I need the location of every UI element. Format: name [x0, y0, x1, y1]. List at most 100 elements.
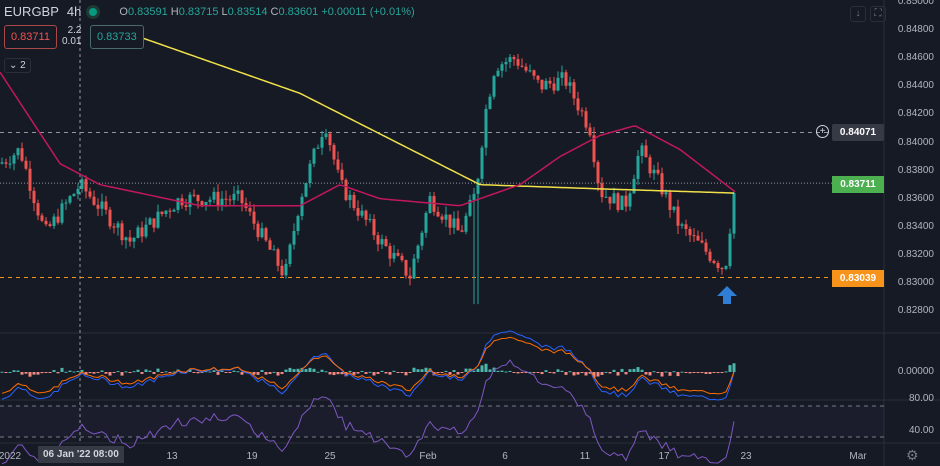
candle-body	[100, 201, 104, 209]
time-tick: Mar	[849, 451, 867, 462]
candle-body	[568, 82, 572, 86]
candle-body	[348, 194, 352, 201]
candle-body	[184, 205, 188, 207]
macd-histogram-bar	[732, 363, 736, 372]
macd-histogram-bar	[16, 370, 20, 372]
macd-histogram-bar	[328, 372, 332, 375]
add-alert-icon[interactable]: +	[816, 125, 829, 138]
ma1-value-box[interactable]: 0.83711	[4, 25, 57, 49]
candle-body	[720, 268, 724, 270]
alert-line-tag[interactable]: 0.84071	[832, 124, 884, 141]
macd-histogram-bar	[308, 367, 312, 372]
macd-histogram-bar	[404, 372, 408, 376]
macd-histogram-bar	[76, 370, 80, 372]
macd-histogram-bar	[516, 372, 520, 374]
macd-histogram-bar	[444, 370, 448, 372]
candle-body	[408, 275, 412, 279]
candle-body	[572, 82, 576, 99]
candle-body	[724, 265, 728, 269]
scroll-down-icon[interactable]: ↓	[850, 6, 866, 22]
candle-body	[40, 215, 44, 221]
macd-histogram-bar	[216, 372, 220, 375]
macd-histogram-bar	[484, 363, 488, 372]
macd-histogram-bar	[440, 372, 444, 373]
time-tick: Feb	[419, 451, 437, 462]
macd-histogram-bar	[232, 370, 236, 372]
candle-body	[464, 215, 468, 232]
candle-body	[436, 211, 440, 217]
interval[interactable]: 4h	[66, 4, 82, 19]
price-tick: 0.83600	[897, 192, 934, 204]
macd-histogram-bar	[272, 371, 276, 373]
ma-slow-line	[139, 36, 735, 194]
macd-histogram-bar	[208, 371, 212, 373]
macd-histogram-bar	[120, 372, 124, 376]
candle-body	[36, 203, 40, 216]
candle-body	[60, 203, 64, 223]
macd-histogram-bar	[696, 372, 700, 374]
macd-histogram-bar	[252, 372, 256, 375]
macd-histogram-bar	[424, 367, 428, 372]
macd-histogram-bar	[152, 372, 156, 374]
time-tick: 6	[502, 451, 508, 462]
macd-histogram-bar	[280, 372, 284, 375]
macd-histogram-bar	[604, 371, 608, 373]
macd-histogram-bar	[452, 370, 456, 372]
price-tick: 0.83400	[897, 220, 934, 232]
candle-body	[304, 183, 308, 197]
candle-body	[552, 83, 556, 91]
candle-body	[144, 224, 148, 237]
macd-histogram-bar	[188, 369, 192, 372]
chart-legend: EURGBP 4h O0.83591 H0.83715 L0.83514 C0.…	[4, 4, 415, 19]
macd-histogram-bar	[0, 371, 4, 373]
macd-histogram-bar	[40, 372, 44, 374]
candle-body	[168, 210, 172, 212]
macd-histogram-bar	[584, 372, 588, 376]
price-tick: 0.84600	[897, 52, 934, 64]
settings-gear-icon[interactable]: ⚙	[906, 447, 919, 463]
candle-body	[240, 190, 244, 204]
candle-body	[692, 235, 696, 237]
time-tick: 17	[658, 451, 670, 462]
candle-body	[204, 202, 208, 206]
symbol[interactable]: EURGBP	[4, 4, 59, 19]
candle-body	[360, 210, 364, 216]
macd-histogram-bar	[412, 367, 416, 372]
candle-body	[320, 136, 324, 148]
macd-histogram-bar	[480, 365, 484, 372]
macd-histogram-bar	[276, 372, 280, 376]
signal-line	[1, 336, 735, 395]
candle-body	[64, 202, 68, 204]
macd-histogram-bar	[316, 371, 320, 373]
candle-body	[484, 108, 488, 148]
maximize-icon[interactable]: ⛶	[870, 6, 886, 22]
price-tick: 0.84200	[897, 108, 934, 120]
macd-histogram-bar	[396, 372, 400, 373]
macd-histogram-bar	[432, 372, 436, 376]
candle-body	[556, 77, 560, 91]
macd-histogram-bar	[456, 372, 460, 375]
macd-histogram-bar	[636, 367, 640, 372]
time-tick: 19	[246, 451, 258, 462]
candle-body	[688, 228, 692, 236]
collapse-indicators-button[interactable]: ⌄ 2	[4, 58, 31, 73]
candle-body	[696, 235, 700, 241]
candle-body	[580, 110, 584, 112]
candle-body	[112, 226, 116, 228]
macd-histogram-bar	[364, 372, 368, 374]
macd-histogram-bar	[512, 372, 516, 373]
candle-body	[676, 206, 680, 226]
candle-body	[560, 72, 564, 78]
macd-histogram-bar	[12, 370, 16, 372]
macd-histogram-bar	[448, 372, 452, 375]
macd-histogram-bar	[32, 372, 36, 375]
macd-histogram-bar	[260, 370, 264, 372]
candle-body	[472, 193, 476, 200]
candle-body	[448, 214, 452, 228]
ma2-value-box[interactable]: 0.83733	[90, 25, 144, 49]
support-price-tag: 0.83039	[832, 270, 884, 287]
candle-body	[336, 159, 340, 170]
candle-body	[504, 62, 508, 65]
candle-body	[684, 224, 688, 229]
